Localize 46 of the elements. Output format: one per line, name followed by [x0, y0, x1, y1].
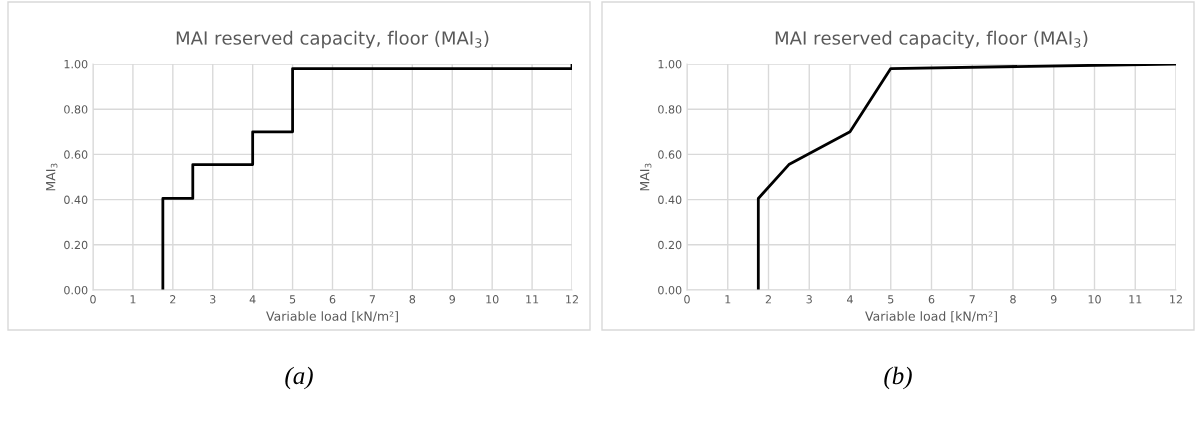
y-axis-title: MAI$_{3}$: [640, 163, 652, 191]
x-tick-label: 10: [1088, 295, 1101, 304]
text: (b): [884, 366, 912, 390]
x-tick-label: 1: [130, 295, 136, 304]
y-tick-label: 0.20: [64, 240, 88, 250]
x-tick-label: 7: [369, 295, 375, 304]
y-tick-label: 0.20: [658, 240, 682, 250]
x-axis-title: Variable load [kN/m²]: [266, 311, 398, 323]
x-tick-label: 8: [1010, 295, 1016, 304]
y-tick-label: 0.40: [658, 195, 682, 204]
chart-title: MAI reserved capacity, floor (MAI$_{3}$): [176, 30, 489, 49]
y-tick-label: 0.40: [64, 195, 88, 204]
y-tick-label: 0.00: [64, 285, 88, 295]
x-tick-label: 3: [210, 295, 216, 304]
x-tick-label: 9: [1050, 295, 1057, 304]
x-tick-label: 1: [725, 295, 731, 304]
text: (a): [285, 366, 313, 390]
x-tick-label: 4: [847, 295, 853, 304]
x-tick-label: 11: [526, 295, 539, 304]
x-tick-label: 9: [449, 295, 455, 304]
x-tick-label: 5: [888, 295, 894, 304]
x-tick-label: 7: [969, 295, 975, 304]
y-tick-label: 0.60: [64, 150, 88, 159]
x-tick-label: 12: [1170, 295, 1182, 304]
y-tick-label: 1.00: [64, 59, 88, 69]
x-tick-label: 4: [249, 295, 256, 304]
x-tick-label: 5: [289, 295, 296, 304]
x-tick-label: 8: [409, 295, 416, 304]
x-tick-label: 0: [684, 295, 690, 304]
x-axis-title: Variable load [kN/m²]: [865, 311, 997, 323]
y-tick-label: 0.00: [658, 285, 682, 295]
x-tick-label: 11: [1129, 295, 1142, 304]
x-tick-label: 12: [566, 295, 578, 304]
y-tick-label: 0.80: [658, 105, 682, 114]
y-axis-title: MAI$_{3}$: [46, 163, 58, 191]
x-tick-label: 6: [928, 295, 935, 304]
chart-title: MAI reserved capacity, floor (MAI$_{3}$): [775, 30, 1088, 49]
x-tick-label: 0: [90, 295, 96, 304]
x-tick-label: 2: [170, 295, 176, 304]
y-tick-label: 1.00: [658, 59, 682, 69]
x-tick-label: 3: [806, 295, 812, 304]
x-tick-label: 10: [486, 295, 499, 304]
y-tick-label: 0.80: [64, 105, 88, 114]
y-tick-label: 0.60: [658, 150, 682, 159]
x-tick-label: 6: [329, 295, 336, 304]
x-tick-label: 2: [765, 295, 771, 304]
